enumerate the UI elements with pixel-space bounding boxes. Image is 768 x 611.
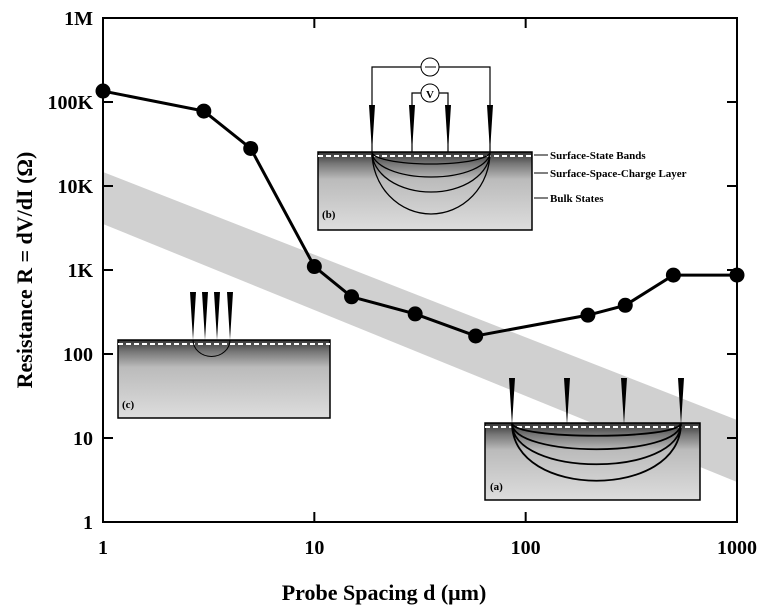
data-point [468,328,483,343]
y-tick-label: 10 [73,428,93,450]
x-tick-label: 1 [98,537,108,559]
data-point [666,268,681,283]
y-tick-label: 1M [64,8,93,30]
annotation: Surface-State Bands [550,150,646,162]
annotation: Bulk States [550,193,604,205]
y-axis-label: Resistance R = dV/dI (Ω) [12,152,37,389]
data-point [344,289,359,304]
y-tick-label: 100 [63,344,93,366]
x-tick-label: 10 [304,537,324,559]
y-tick-label: 1K [67,260,93,282]
x-tick-label: 1000 [717,537,757,559]
x-tick-label: 100 [511,537,541,559]
inset-c: (c) [118,292,330,418]
y-tick-label: 100K [47,92,93,114]
data-point [243,141,258,156]
data-point [580,308,595,323]
inset-label: (a) [490,481,503,493]
chart: 1 10 100 1000 1 10 100 1K 10K 100K 1M V (b) Surfac… [0,0,768,611]
annotation: Surface-Space-Charge Layer [550,168,687,180]
x-axis-label: Probe Spacing d (μm) [282,580,487,605]
data-point [307,259,322,274]
data-point [96,84,111,99]
inset-label: (b) [322,209,336,221]
inset-b: V (b) Surface-State Bands Surface-Space-… [318,58,687,230]
data-point [730,268,745,283]
data-point [196,104,211,119]
voltmeter-label: V [426,89,434,101]
data-point [618,298,633,313]
y-tick-label: 10K [57,176,93,198]
inset-label: (c) [122,399,135,411]
y-tick-label: 1 [83,512,93,534]
data-point [408,306,423,321]
